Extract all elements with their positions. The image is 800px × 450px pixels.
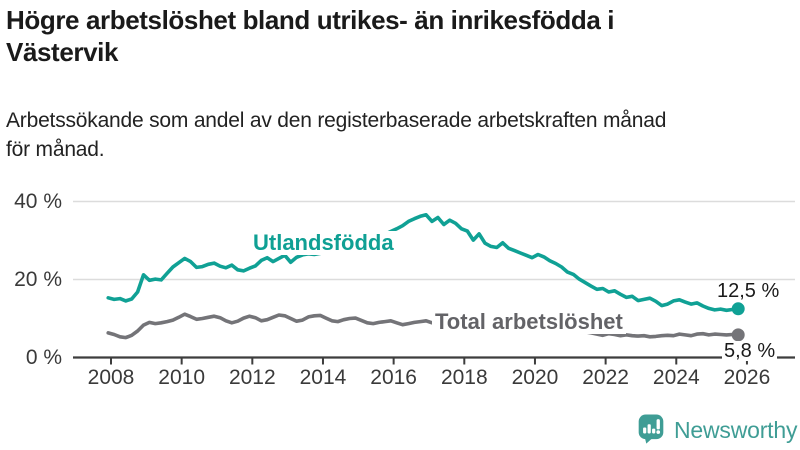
x-axis-label: 2020 xyxy=(511,366,559,389)
title-line-2: Västervik xyxy=(6,37,119,67)
end-value-total: 5,8 % xyxy=(722,340,778,362)
newsworthy-wordmark: Newsworthy xyxy=(674,417,798,443)
newsworthy-icon xyxy=(638,414,664,444)
series-label-utlandsfodda: Utlandsfödda xyxy=(250,231,397,255)
subtitle-line-1: Arbetssökande som andel av den registerb… xyxy=(6,109,667,132)
series-line-utlandsfodda xyxy=(106,213,741,313)
x-axis-label: 2008 xyxy=(87,366,135,389)
series-label-total: Total arbetslöshet xyxy=(432,310,626,334)
newsworthy-logo: Newsworthy xyxy=(638,414,797,444)
x-axis-label: 2012 xyxy=(228,366,276,389)
end-dot-total xyxy=(731,328,745,342)
x-axis-label: 2022 xyxy=(582,366,629,389)
title-line-1: Högre arbetslöshet bland utrikes- än inr… xyxy=(6,5,615,35)
x-axis-label: 2026 xyxy=(723,366,771,389)
x-axis-label: 2014 xyxy=(299,366,347,389)
chart-description: Arbetssökande som andel av den registerb… xyxy=(6,106,794,164)
x-axis-label: 2010 xyxy=(158,366,206,389)
x-axis-label: 2016 xyxy=(370,366,417,389)
end-dot-utlandsfodda xyxy=(731,302,745,316)
y-axis-label: 40 % xyxy=(14,189,62,213)
subtitle-line-2: för månad. xyxy=(6,138,105,161)
series-line-total xyxy=(106,312,741,340)
y-axis-label: 20 % xyxy=(14,267,62,291)
y-axis-label: 0 % xyxy=(25,345,62,369)
end-value-utlandsfodda: 12,5 % xyxy=(717,280,780,302)
x-axis-label: 2024 xyxy=(652,366,700,389)
page-title: Högre arbetslöshet bland utrikes- än inr… xyxy=(6,4,794,68)
x-axis-label: 2018 xyxy=(440,366,488,389)
